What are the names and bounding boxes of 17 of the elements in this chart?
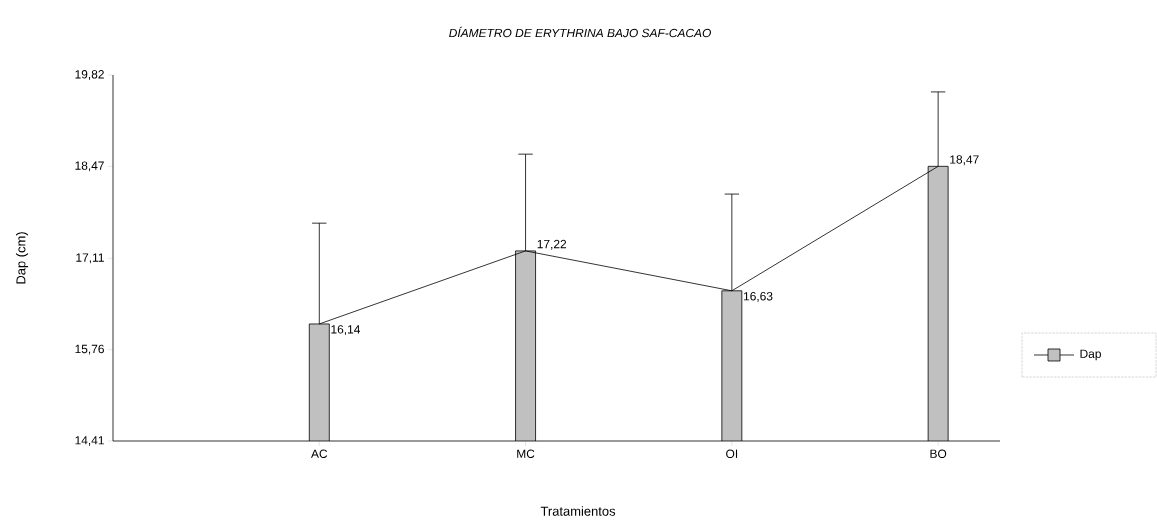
chart-title: DÍAMETRO DE ERYTHRINA BAJO SAF-CACAO xyxy=(449,26,711,38)
y-axis-title: Dap (cm) xyxy=(15,232,29,284)
x-tick-label: MC xyxy=(517,449,535,458)
y-tick-label: 14,41 xyxy=(75,436,104,446)
data-label: 17,22 xyxy=(537,239,567,250)
y-tick-label: 15,76 xyxy=(75,344,104,355)
y-tick-label: 18,47 xyxy=(75,161,104,172)
y-tick-label: 17,11 xyxy=(76,253,104,264)
x-tick-label: OI xyxy=(726,449,738,458)
data-label: 18,47 xyxy=(950,155,979,166)
data-label: 16,14 xyxy=(331,325,361,336)
legend-label: Dap xyxy=(1080,349,1101,361)
x-axis-title: Tratamientos xyxy=(540,506,616,516)
x-tick-label: BO xyxy=(930,449,947,458)
data-label: 16,63 xyxy=(743,292,773,302)
x-tick-label: AC xyxy=(310,449,328,458)
y-tick-label: 19,82 xyxy=(75,70,104,80)
